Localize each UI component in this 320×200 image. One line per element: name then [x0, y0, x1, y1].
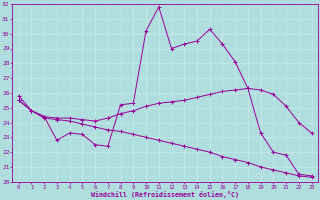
X-axis label: Windchill (Refroidissement éolien,°C): Windchill (Refroidissement éolien,°C) [91, 191, 239, 198]
